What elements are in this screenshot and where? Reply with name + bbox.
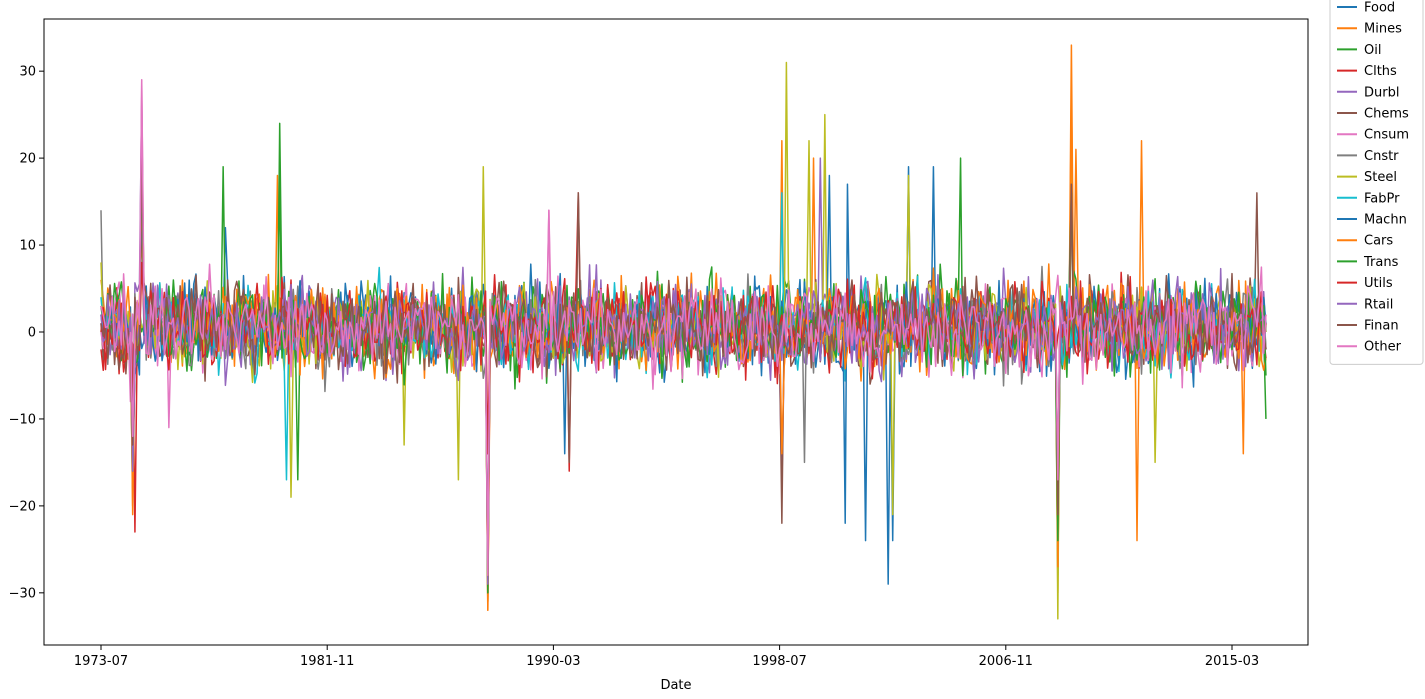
- legend-label: Mines: [1364, 22, 1402, 37]
- legend-entry-steel: Steel: [1337, 170, 1397, 185]
- legend-label: Cnsum: [1364, 128, 1409, 143]
- y-tick-label: 10: [19, 239, 36, 254]
- legend-label: Trans: [1363, 255, 1399, 270]
- legend-label: Steel: [1364, 170, 1397, 185]
- legend-entry-clths: Clths: [1337, 64, 1397, 79]
- legend-entry-cnsum: Cnsum: [1337, 128, 1409, 143]
- legend-label: Oil: [1364, 43, 1381, 58]
- series-line-other: [100, 79, 1267, 577]
- legend-label: Cars: [1364, 234, 1393, 249]
- legend-label: Chems: [1364, 107, 1409, 122]
- legend-label: Finan: [1364, 319, 1399, 334]
- legend-label: FabPr: [1364, 191, 1400, 206]
- x-axis-title: Date: [660, 678, 691, 693]
- legend-entry-oil: Oil: [1337, 43, 1381, 58]
- series-line-finan: [100, 157, 1267, 577]
- legend-entry-cars: Cars: [1337, 234, 1393, 249]
- legend-entry-rtail: Rtail: [1337, 297, 1393, 312]
- series-layer: [100, 44, 1267, 620]
- legend-label: Durbl: [1364, 85, 1399, 100]
- legend-label: Utils: [1364, 276, 1393, 291]
- x-axis: 1973-07 1981-11 1990-03 1998-07 2006-11 2015-…: [74, 645, 1259, 669]
- legend-entry-finan: Finan: [1337, 319, 1399, 334]
- y-axis: −30 −20 −10 0 10 20 30: [9, 65, 44, 601]
- legend-entry-fabpr: FabPr: [1337, 191, 1400, 206]
- legend-entry-durbl: Durbl: [1337, 85, 1399, 100]
- x-tick-label: 2006-11: [979, 654, 1033, 669]
- x-tick-label: 1981-11: [300, 654, 354, 669]
- x-tick-label: 1973-07: [74, 654, 128, 669]
- legend-label: Food: [1364, 1, 1395, 16]
- legend-label: Machn: [1364, 213, 1407, 228]
- x-tick-label: 1998-07: [752, 654, 806, 669]
- legend-entry-mines: Mines: [1337, 22, 1402, 37]
- x-tick-label: 2015-03: [1205, 654, 1259, 669]
- legend-entry-trans: Trans: [1337, 255, 1399, 270]
- y-tick-label: 20: [19, 152, 36, 167]
- legend-label: Rtail: [1364, 297, 1393, 312]
- legend: Food Mines Oil Clths Durbl Chems Cnsum Cnstr Ste…: [1329, 0, 1424, 365]
- legend-entry-other: Other: [1337, 340, 1402, 355]
- y-tick-label: 30: [19, 65, 36, 80]
- legend-entry-chems: Chems: [1337, 107, 1409, 122]
- legend-entry-food: Food: [1337, 1, 1395, 16]
- legend-label: Clths: [1364, 64, 1397, 79]
- y-tick-label: −10: [9, 412, 36, 427]
- y-tick-label: −30: [9, 586, 36, 601]
- legend-entry-utils: Utils: [1337, 276, 1393, 291]
- legend-label: Other: [1364, 340, 1402, 355]
- legend-entry-cnstr: Cnstr: [1337, 149, 1399, 164]
- y-tick-label: −20: [9, 499, 36, 514]
- legend-entry-machn: Machn: [1337, 213, 1407, 228]
- y-tick-label: 0: [28, 326, 36, 341]
- x-tick-label: 1990-03: [526, 654, 580, 669]
- legend-label: Cnstr: [1364, 149, 1399, 164]
